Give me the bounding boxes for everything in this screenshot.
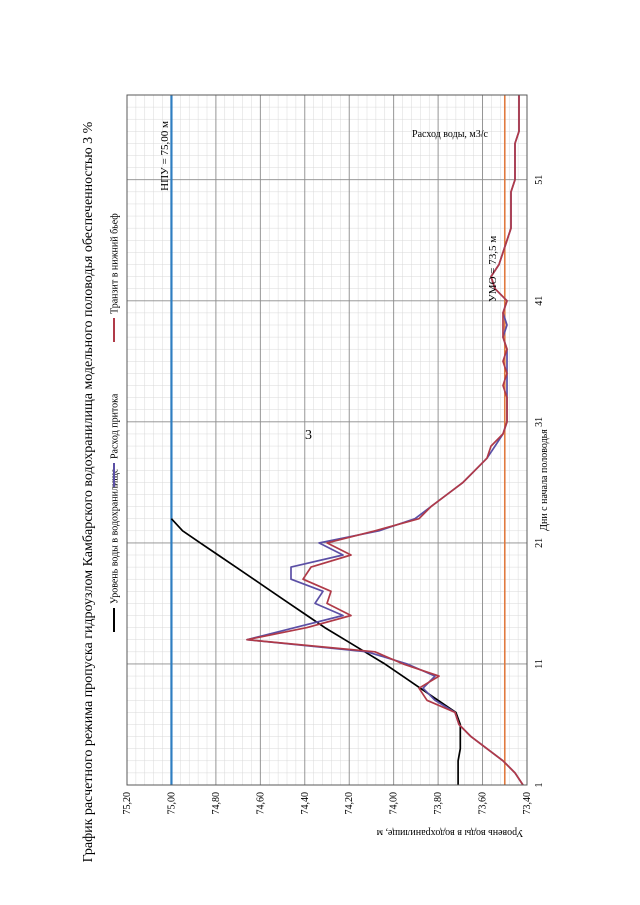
- y-left-tick-label: 74,00: [389, 792, 400, 815]
- x-tick-label: 41: [534, 296, 545, 306]
- chart: График расчетного режима пропуска гидроу…: [81, 94, 550, 862]
- x-axis-title: Дни с начала половодья: [539, 429, 550, 531]
- page-number: 3: [305, 428, 312, 443]
- rotated-chart-frame: График расчетного режима пропуска гидроу…: [0, 90, 640, 880]
- x-tick-label: 1: [534, 783, 545, 788]
- x-tick-label: 11: [534, 659, 545, 669]
- chart-axes: 73,40 73,60 73,80 74,00 74,20 74,40 74,60 74,80…: [122, 94, 545, 815]
- y-left-tick-label: 74,20: [344, 792, 355, 815]
- y-left-tick-label: 75,00: [166, 792, 177, 815]
- y-left-tick-label: 74,60: [255, 792, 266, 815]
- x-tick-label: 21: [534, 538, 545, 548]
- y-axis-right-title: Расход воды, м3/с: [412, 129, 489, 140]
- chart-legend: Уровень воды в водохранилище Расход прито…: [110, 213, 121, 632]
- npu-annotation: НПУ = 75,00 м: [159, 121, 171, 191]
- x-tick-label: 51: [534, 175, 545, 185]
- y-left-tick-label: 75,20: [122, 792, 133, 815]
- plot-area-border: [126, 94, 528, 786]
- y-left-tick-label: 74,80: [211, 792, 222, 815]
- legend-label: Уровень воды в водохранилище: [110, 468, 121, 604]
- legend-label: Транзит в нижний бьеф: [110, 213, 121, 314]
- chart-title: График расчетного режима пропуска гидроу…: [81, 121, 96, 862]
- series-line: [246, 95, 524, 786]
- y-left-tick-label: 73,80: [433, 792, 444, 815]
- chart-grid: [126, 94, 528, 786]
- umo-annotation: УМО = 73,5 м: [487, 236, 499, 302]
- y-left-tick-label: 73,40: [522, 792, 533, 815]
- legend-label: Расход притока: [110, 393, 121, 459]
- chart-series: [170, 95, 524, 786]
- x-tick-label: 31: [534, 417, 545, 427]
- y-left-tick-label: 73,60: [478, 792, 489, 815]
- y-left-tick-label: 74,40: [300, 792, 311, 815]
- y-axis-left-title: Уровень воды в водохранилище, м: [376, 827, 523, 838]
